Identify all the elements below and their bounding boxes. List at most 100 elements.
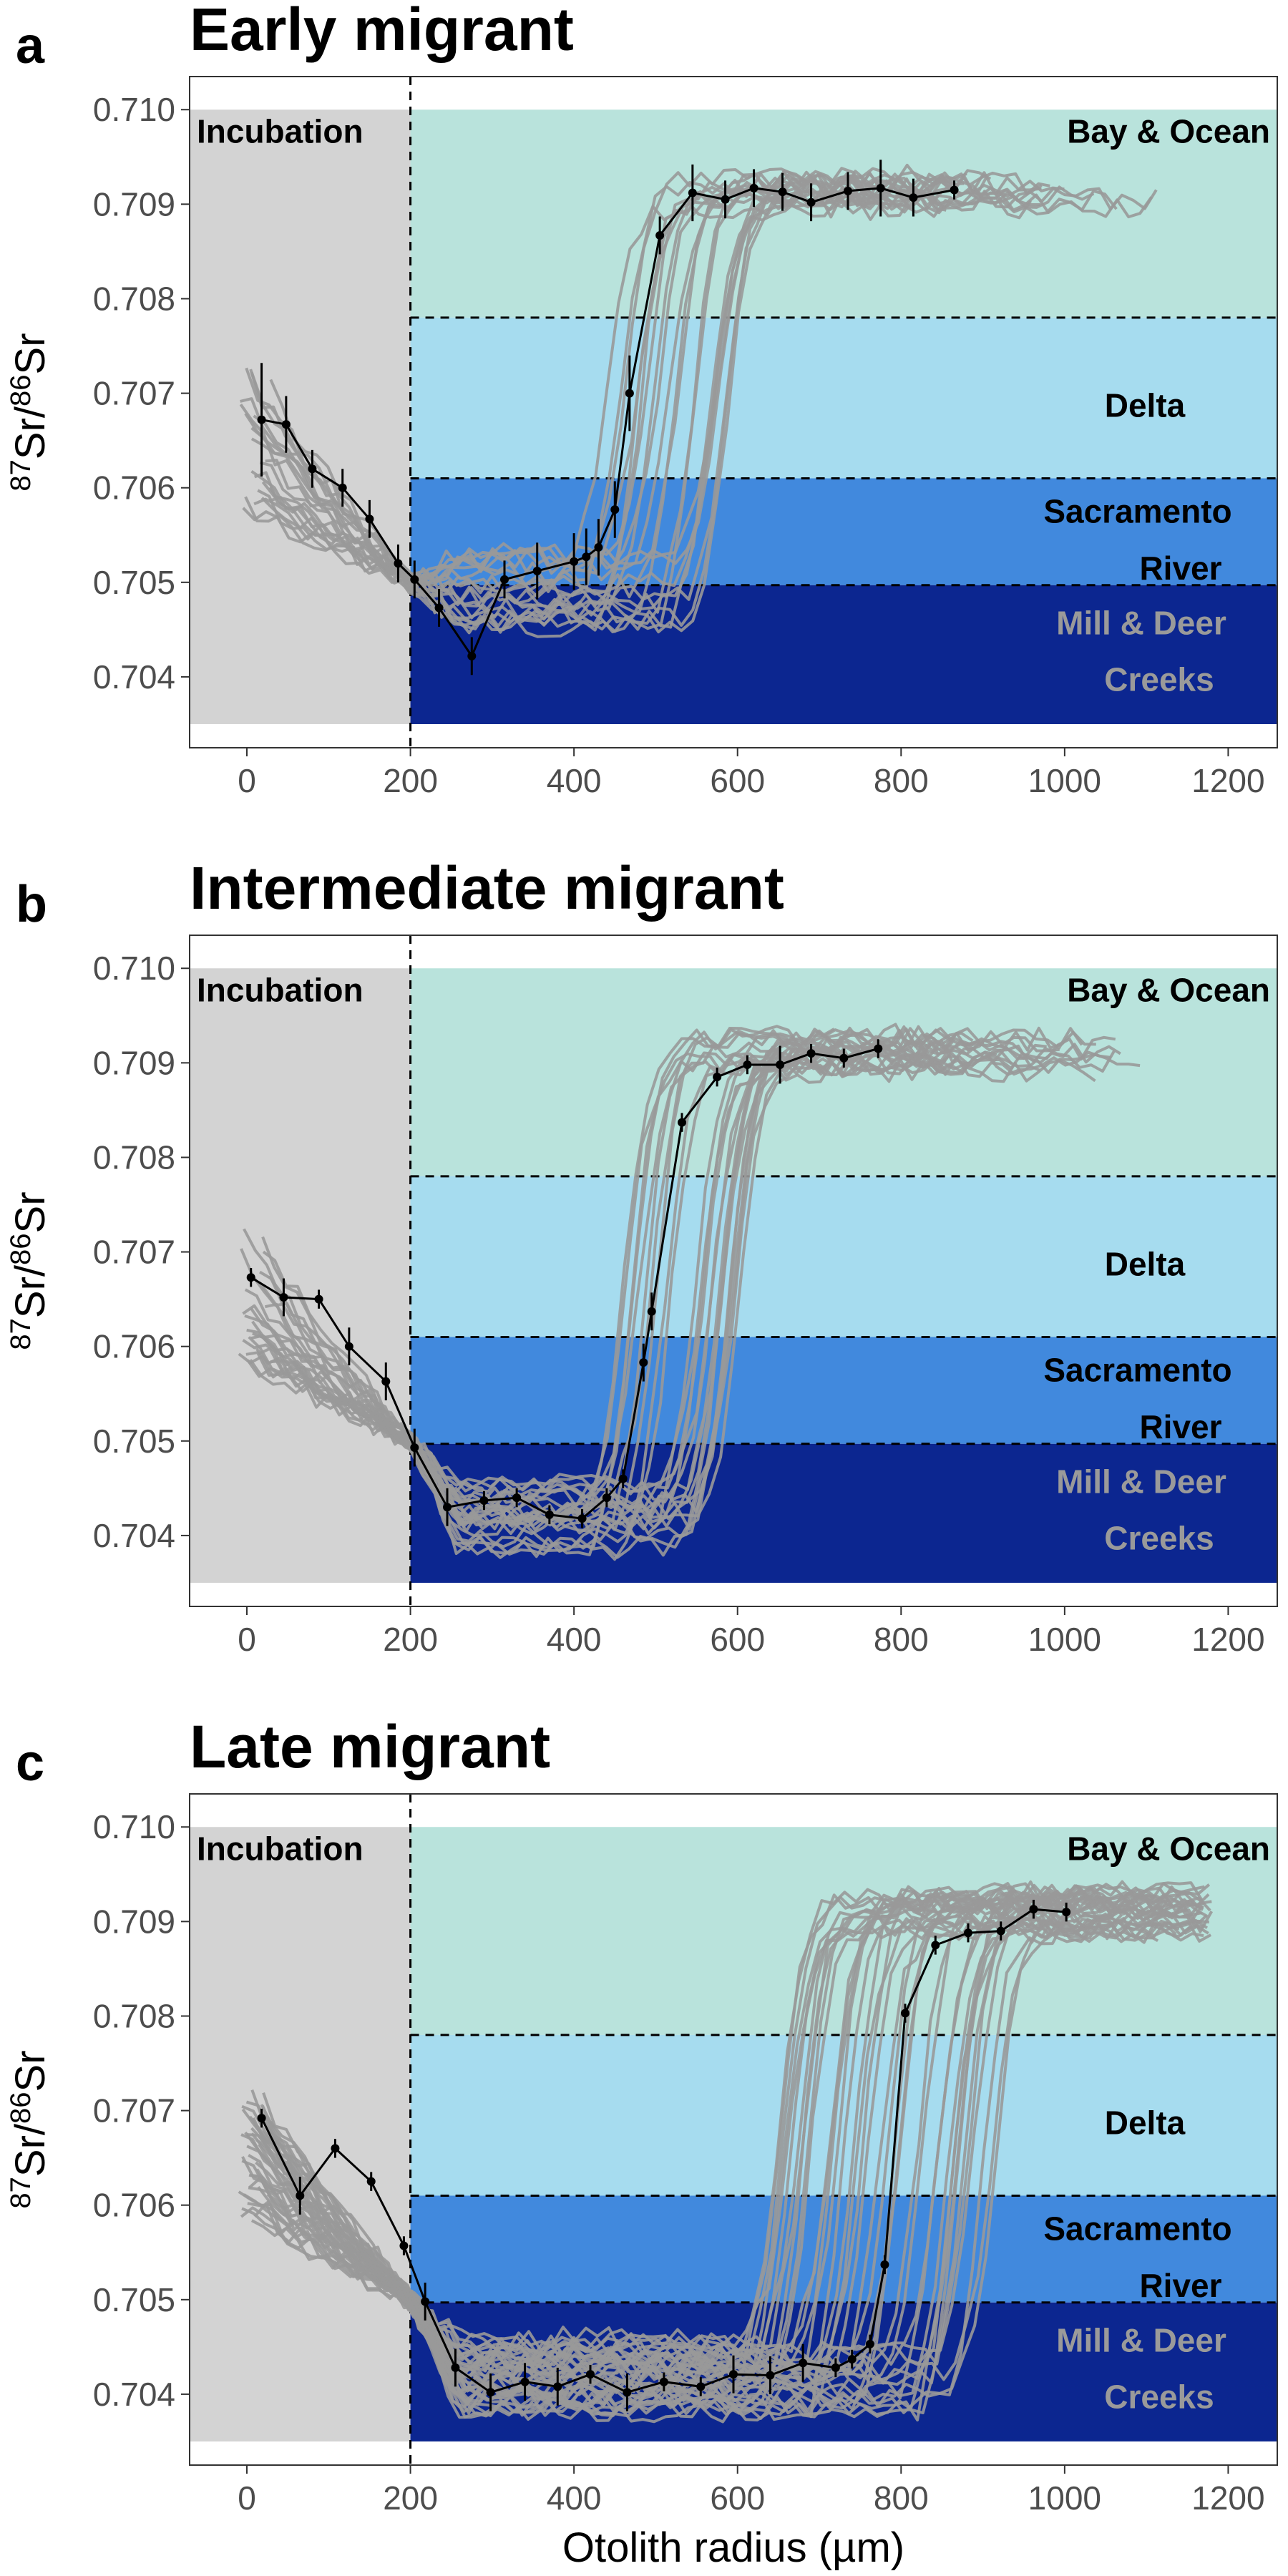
- zone-label-creeks: Creeks: [1104, 1520, 1214, 1557]
- mean-point: [844, 186, 852, 195]
- y-axis-title: 87Sr/86Sr: [5, 333, 54, 491]
- panel-c: c Late migrant Incubation Bay & Ocean Delta S…: [0, 1717, 1288, 2576]
- y-tick-label: 0.705: [93, 1423, 175, 1460]
- y-tick-label: 0.708: [93, 280, 175, 317]
- individual-trajectory-line: [261, 1043, 1031, 1523]
- mean-point: [344, 1342, 353, 1351]
- mean-point: [1029, 1905, 1038, 1914]
- zone-label-delta: Delta: [1105, 387, 1186, 424]
- mean-point: [647, 1307, 656, 1316]
- zone-label-incubation: Incubation: [197, 971, 364, 1008]
- mean-point: [570, 557, 579, 566]
- y-tick-label: 0.704: [93, 1517, 175, 1554]
- mean-point: [623, 2388, 632, 2397]
- mean-point: [520, 2377, 530, 2386]
- y-axis-title-superscript: 87: [5, 1318, 36, 1350]
- mean-point: [586, 2370, 595, 2379]
- x-tick-label: 0: [238, 762, 256, 799]
- mean-point: [246, 1273, 255, 1282]
- individual-trajectory-line: [246, 1054, 856, 1496]
- mean-point: [500, 575, 509, 584]
- y-axis-title-superscript: 87: [5, 2177, 36, 2209]
- y-tick-label: 0.706: [93, 2187, 175, 2224]
- mean-point: [839, 1053, 849, 1063]
- zone-label-creeks: Creeks: [1104, 661, 1214, 698]
- mean-trajectory-line: [261, 187, 955, 659]
- y-tick-label: 0.710: [93, 950, 175, 987]
- zone-bay-ocean: [410, 109, 1277, 318]
- mean-point: [743, 1060, 752, 1069]
- mean-point: [880, 2260, 889, 2269]
- x-tick-label: 1000: [1028, 1621, 1101, 1658]
- zone-label-delta: Delta: [1105, 2104, 1186, 2142]
- zone-label-sacramento: Sacramento: [1043, 493, 1231, 530]
- mean-point: [512, 1493, 522, 1503]
- panel-a: a Early migrant Incubation Bay & Ocean Delta…: [0, 0, 1288, 859]
- mean-point: [577, 1514, 587, 1523]
- mean-point: [338, 483, 347, 492]
- mean-point: [721, 195, 730, 204]
- y-tick-label: 0.710: [93, 1808, 175, 1845]
- x-tick-label: 0: [238, 2479, 256, 2517]
- zone-label-river: River: [1139, 1408, 1221, 1445]
- zone-label-sacramento: Sacramento: [1043, 2210, 1231, 2248]
- mean-point: [713, 1073, 722, 1082]
- x-tick-label: 1200: [1191, 762, 1264, 799]
- y-axis-title: 87Sr/86Sr: [5, 1191, 54, 1350]
- mean-point: [582, 552, 591, 562]
- chart-a: a Early migrant Incubation Bay & Ocean Delta…: [5, 0, 1278, 799]
- x-tick-label: 800: [874, 762, 929, 799]
- individual-trajectory-line: [257, 1900, 1038, 2413]
- x-tick-label: 200: [383, 762, 438, 799]
- mean-point: [950, 185, 959, 195]
- zone-incubation: [190, 1827, 411, 2441]
- mean-point: [451, 2363, 460, 2372]
- x-tick-label: 400: [547, 762, 602, 799]
- zone-label-mill-deer: Mill & Deer: [1056, 2321, 1226, 2358]
- mean-point: [806, 1049, 816, 1058]
- individual-trajectory-line: [244, 171, 911, 585]
- y-tick-label: 0.707: [93, 375, 175, 412]
- panel-title: Early migrant: [190, 0, 574, 63]
- individual-trajectories: [238, 1023, 1141, 1561]
- zone-label-bay-ocean: Bay & Ocean: [1067, 971, 1270, 1008]
- zone-label-creeks: Creeks: [1104, 2379, 1214, 2416]
- mean-point: [776, 1060, 785, 1069]
- y-tick-label: 0.708: [93, 1997, 175, 2034]
- mean-point: [688, 188, 697, 197]
- x-tick-label: 800: [874, 2479, 929, 2517]
- individual-trajectory-line: [241, 1917, 1204, 2402]
- y-axis-title-superscript: 86: [5, 2092, 36, 2124]
- mean-point: [296, 2191, 305, 2200]
- mean-point: [467, 651, 477, 660]
- mean-point: [366, 2177, 376, 2186]
- mean-trajectory: [246, 1039, 883, 1528]
- plot-border: [189, 76, 1278, 748]
- zone-label-mill-deer: Mill & Deer: [1056, 1463, 1226, 1500]
- mean-point: [678, 1118, 686, 1127]
- panel-title: Intermediate migrant: [190, 859, 784, 922]
- x-tick-label: 200: [383, 1621, 438, 1658]
- zone-label-river: River: [1139, 2267, 1221, 2304]
- mean-point: [659, 2377, 668, 2386]
- zone-delta: [410, 1176, 1277, 1337]
- mean-point: [901, 2009, 909, 2018]
- mean-point: [279, 1292, 288, 1302]
- chart-b: b Intermediate migrant Incubation Bay & Oce…: [5, 859, 1278, 1658]
- mean-point: [799, 2358, 808, 2368]
- y-tick-label: 0.705: [93, 2281, 175, 2318]
- mean-trajectory: [257, 1899, 1071, 2411]
- mean-point: [618, 1474, 628, 1483]
- zone-delta: [410, 317, 1277, 479]
- mean-point: [257, 415, 266, 424]
- mean-point: [876, 183, 885, 192]
- mean-point: [625, 389, 634, 398]
- x-tick-label: 600: [710, 762, 765, 799]
- y-axis-title: 87Sr/86Sr: [5, 2050, 54, 2208]
- mean-point: [610, 505, 620, 514]
- x-tick-label: 1000: [1028, 762, 1101, 799]
- mean-point: [381, 1377, 391, 1386]
- mean-point: [778, 187, 787, 197]
- mean-point: [749, 183, 758, 192]
